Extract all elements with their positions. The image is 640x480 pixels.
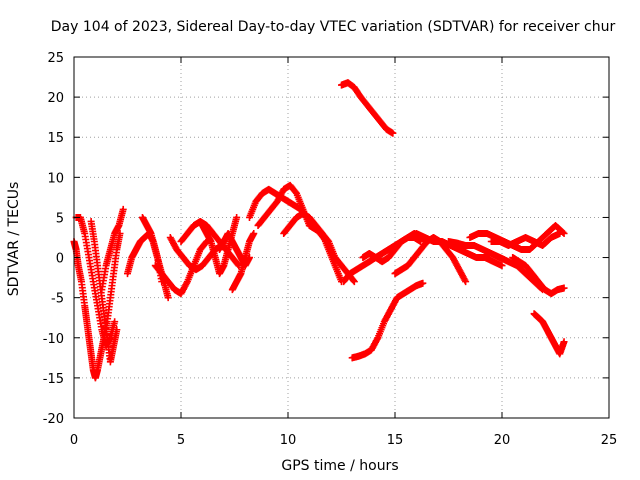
data-point [233, 213, 241, 221]
x-tick-label: 25 [601, 433, 618, 448]
series-s27 [530, 310, 568, 358]
y-tick-label: 15 [47, 131, 64, 146]
data-point [560, 284, 568, 292]
series-s12 [228, 229, 258, 294]
y-tick-label: 25 [47, 51, 64, 66]
data-point [350, 277, 358, 285]
series-s17 [338, 79, 397, 137]
x-tick-label: 5 [177, 433, 185, 448]
data-point [234, 261, 242, 269]
series-s10 [198, 213, 241, 278]
data-point [462, 278, 470, 286]
y-tick-label: -10 [43, 332, 64, 347]
chart-title: Day 104 of 2023, Sidereal Day-to-day VTE… [51, 19, 616, 35]
data-point [164, 294, 172, 302]
x-tick-label: 10 [280, 433, 297, 448]
data-point [461, 276, 469, 284]
y-tick-label: 10 [47, 171, 64, 186]
series-s1 [70, 229, 124, 382]
y-tick-label: -15 [43, 372, 64, 387]
series-s3 [87, 217, 121, 366]
y-axis-label: SDTVAR / TECUs [6, 182, 22, 297]
series-s26 [509, 254, 568, 298]
series-s16 [305, 221, 358, 286]
data-point [111, 318, 119, 326]
data-point [556, 229, 564, 237]
data-point [202, 239, 210, 247]
data-point [250, 229, 258, 237]
series-s4 [98, 205, 127, 294]
x-axis-label: GPS time / hours [281, 458, 398, 474]
series-s15 [280, 209, 345, 286]
series-s13 [245, 185, 331, 246]
data-point [559, 228, 567, 236]
series-s19 [348, 279, 427, 362]
data-point [119, 205, 127, 213]
data-points [70, 79, 568, 382]
data-point [350, 278, 358, 286]
x-tick-label: 15 [387, 433, 404, 448]
data-point [498, 262, 506, 270]
x-tick-label: 20 [494, 433, 511, 448]
y-tick-label: -20 [43, 412, 64, 427]
y-tick-label: 5 [56, 211, 64, 226]
y-tick-label: 0 [56, 252, 64, 267]
data-point [113, 326, 121, 334]
data-point [373, 335, 381, 343]
axis-ticks: 0 5 10 15 20 25 -20 -15 -10 -5 0 5 10 15 20 25 [43, 51, 618, 448]
data-point [419, 279, 427, 287]
y-tick-label: -5 [51, 292, 64, 307]
data-point [560, 338, 568, 346]
series-s25 [487, 229, 564, 250]
y-tick-label: 20 [47, 91, 64, 106]
x-tick-label: 0 [70, 433, 78, 448]
data-point [183, 279, 191, 287]
plot-frame [73, 56, 610, 419]
series-s22 [412, 229, 506, 270]
data-point [389, 129, 397, 137]
